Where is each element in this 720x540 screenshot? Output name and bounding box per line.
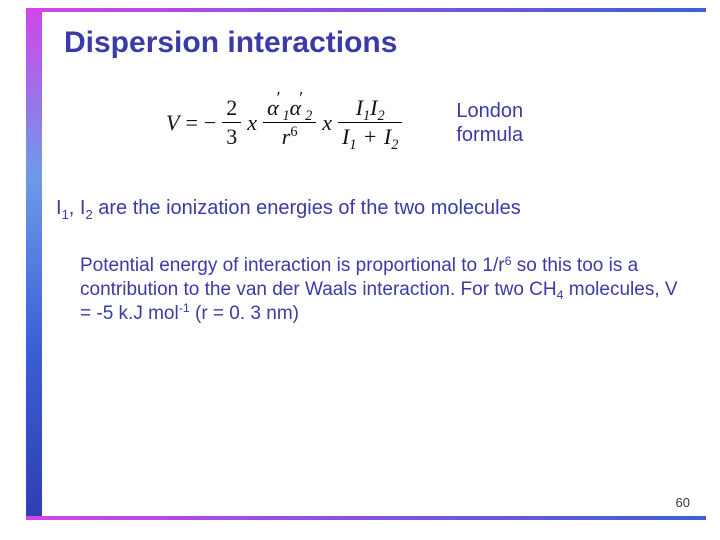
formula-eq: =: [185, 110, 197, 136]
top-rail: [26, 8, 706, 12]
formula-lhs: V: [166, 110, 179, 136]
formula-frac2: α′1α′2 r6: [263, 96, 316, 149]
slide-number: 60: [676, 495, 690, 510]
frac1-num: 2: [222, 96, 241, 120]
formula-neg: −: [204, 110, 216, 136]
frac2-den: r6: [278, 125, 302, 149]
formula-times1: x: [247, 110, 257, 136]
frac3-num: I1I2: [352, 96, 389, 120]
formula-frac3: I1I2 I1 + I2: [338, 96, 402, 149]
ionization-energies-line: I1, I2 are the ionization energies of th…: [56, 197, 686, 220]
london-label: London formula: [456, 99, 523, 147]
london-label-l2: formula: [456, 123, 523, 147]
bottom-rail: [26, 516, 706, 520]
left-rail: [26, 8, 42, 518]
london-formula: V = − 2 3 x α′1α′2 r6 x I1I2: [166, 96, 402, 149]
body-paragraph: Potential energy of interaction is propo…: [80, 254, 680, 325]
formula-frac1: 2 3: [222, 96, 241, 149]
frac1-den: 3: [222, 125, 241, 149]
slide-content: Dispersion interactions V = − 2 3 x α′1α…: [50, 16, 700, 512]
london-label-l1: London: [456, 99, 523, 123]
frac2-num: α′1α′2: [263, 96, 316, 120]
formula-times2: x: [322, 110, 332, 136]
formula-row: V = − 2 3 x α′1α′2 r6 x I1I2: [166, 96, 686, 149]
frac3-den: I1 + I2: [338, 125, 402, 149]
slide-title: Dispersion interactions: [64, 26, 686, 60]
